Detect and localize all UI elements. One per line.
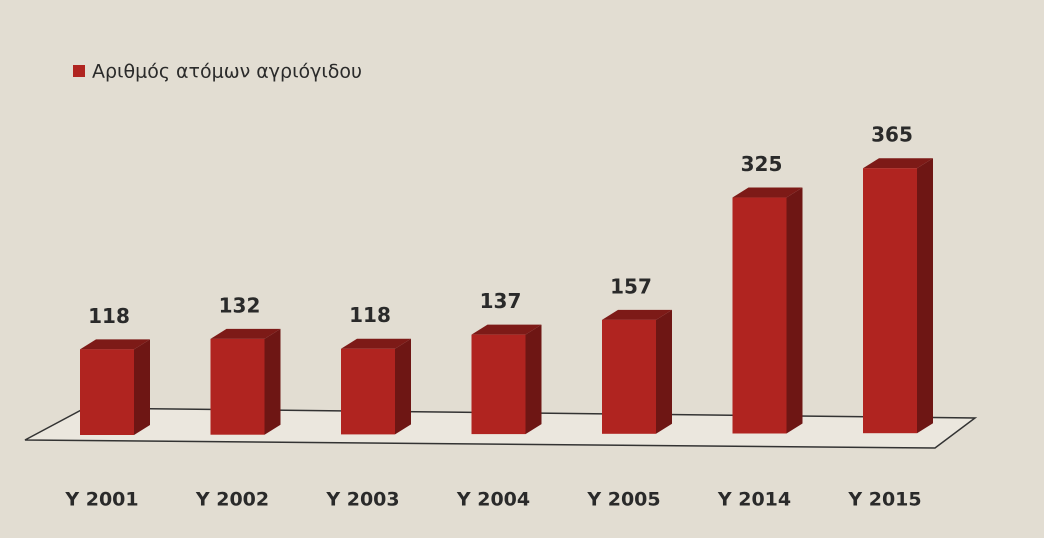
x-tick-label: Y 2001 [64, 489, 138, 511]
value-label: 325 [741, 152, 783, 176]
value-label: 137 [480, 289, 522, 313]
bar [210, 338, 265, 435]
bar-side [264, 328, 281, 435]
bar-side [525, 324, 542, 435]
bar-top [732, 187, 803, 198]
bar-side [917, 158, 933, 434]
x-tick-label: Y 2003 [325, 489, 399, 511]
bar-side [134, 339, 150, 435]
bar-top [863, 158, 933, 169]
value-label: 157 [610, 274, 652, 298]
bar [80, 349, 134, 435]
x-tick-label: Y 2002 [195, 489, 269, 511]
bar [602, 319, 656, 434]
bar-top [602, 309, 672, 320]
bar-top [341, 338, 411, 349]
bar [732, 197, 787, 434]
bar-top [471, 324, 542, 335]
bar-top [80, 339, 150, 350]
bar [471, 334, 526, 435]
bar-side [786, 187, 803, 434]
legend-swatch [73, 65, 85, 77]
legend-label: Αριθμός ατόμων αγριόγιδου [92, 61, 362, 83]
x-tick-label: Y 2015 [847, 489, 921, 511]
value-label: 365 [871, 123, 913, 147]
bar-top [210, 328, 281, 339]
bar [863, 168, 917, 434]
value-label: 118 [349, 303, 391, 327]
value-label: 118 [88, 304, 130, 328]
bar-side [656, 309, 672, 434]
x-tick-label: Y 2014 [717, 489, 791, 511]
bar-side [395, 338, 411, 435]
x-tick-label: Y 2005 [586, 489, 660, 511]
value-label: 132 [219, 293, 261, 317]
bar [341, 348, 395, 435]
x-tick-label: Y 2004 [456, 489, 530, 511]
